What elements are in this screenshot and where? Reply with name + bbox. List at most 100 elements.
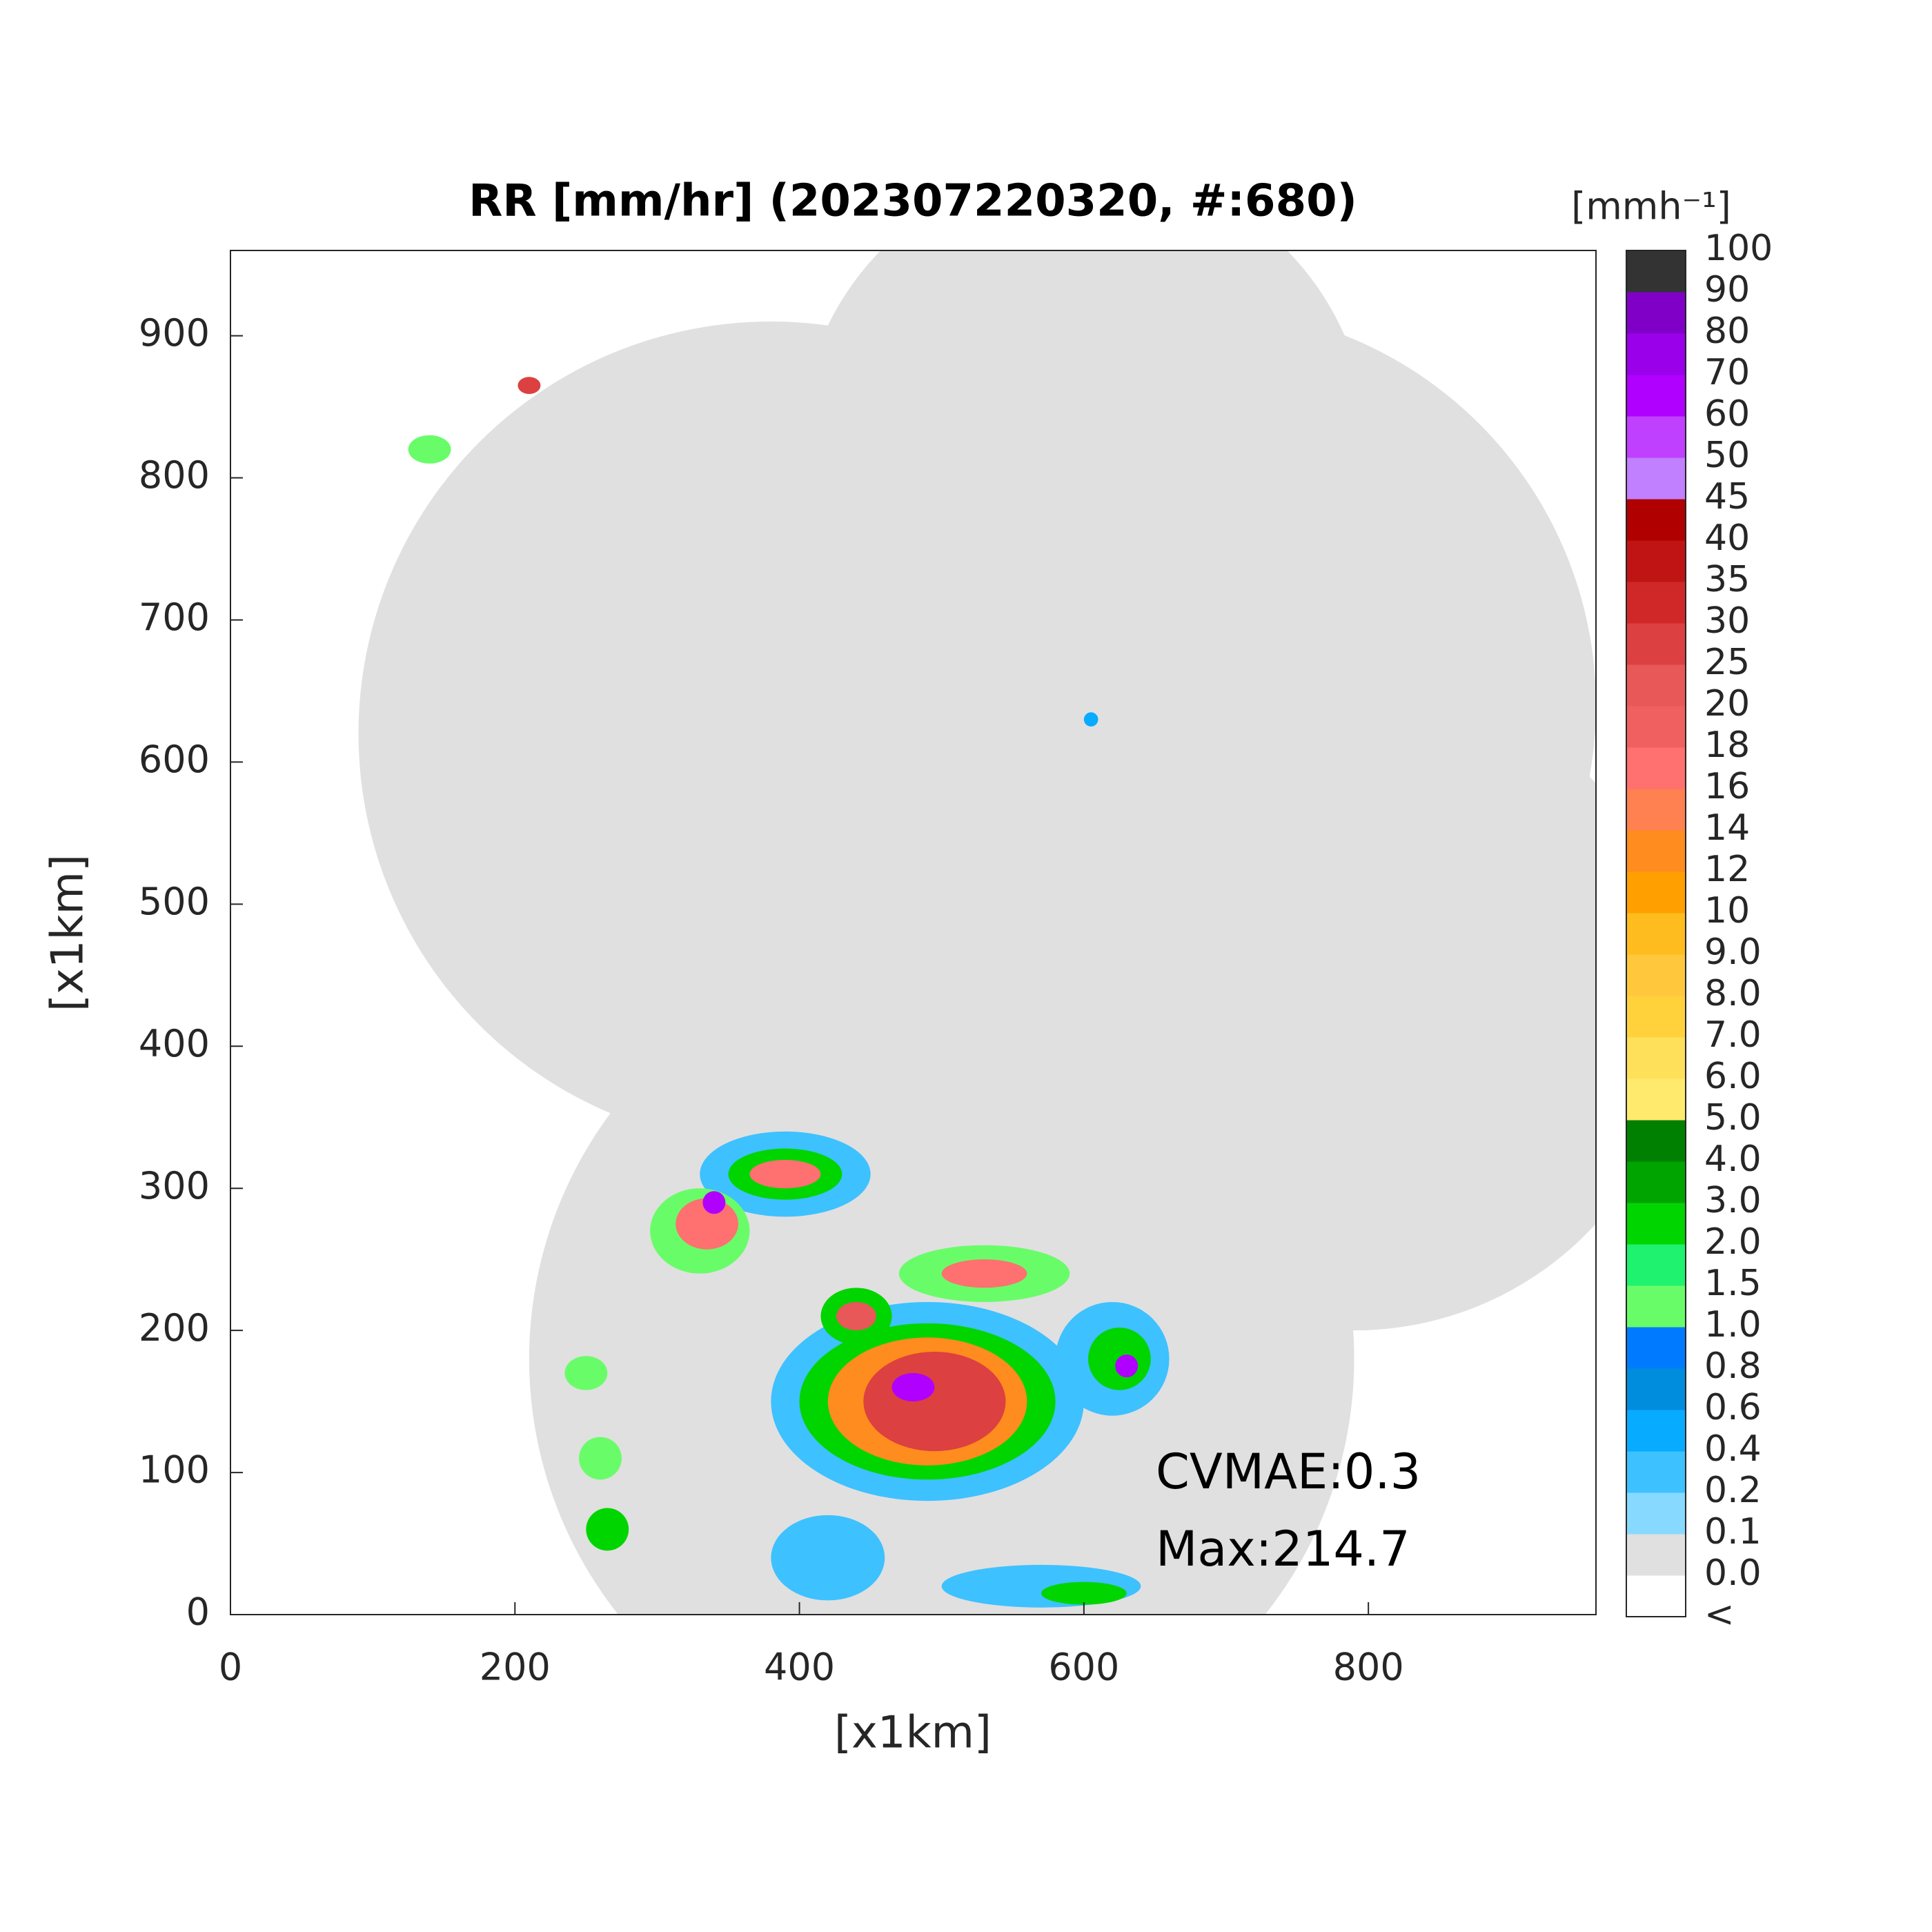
colorbar-swatch (1626, 1451, 1686, 1493)
colorbar-label: 18 (1704, 724, 1750, 766)
y-axis-label: [x1km] (43, 854, 94, 1012)
y-tick-label: 100 (139, 1448, 210, 1492)
colorbar-swatch (1626, 292, 1686, 334)
colorbar-label: 100 (1704, 228, 1773, 269)
colorbar-swatch (1626, 1492, 1686, 1535)
colorbar-label: 14 (1704, 807, 1750, 849)
colorbar-swatch (1626, 416, 1686, 458)
colorbar-swatch (1626, 1368, 1686, 1410)
colorbar-swatch (1626, 540, 1686, 582)
colorbar-swatch (1626, 913, 1686, 955)
precip-area (1083, 712, 1098, 727)
colorbar-label: 80 (1704, 310, 1750, 352)
colorbar-swatch (1626, 1534, 1686, 1576)
colorbar-label: 0.0 (1704, 1552, 1762, 1594)
y-tick-label: 700 (139, 595, 210, 639)
colorbar-label: 40 (1704, 518, 1750, 559)
colorbar-swatch (1626, 499, 1686, 541)
x-tick-label: 200 (480, 1646, 551, 1689)
radar-coverage (1027, 676, 1596, 1330)
precip-area (586, 1508, 629, 1551)
y-tick-label: 500 (139, 880, 210, 923)
colorbar-swatch (1626, 1244, 1686, 1286)
colorbar-label: 7.0 (1704, 1014, 1762, 1056)
colorbar-label: 70 (1704, 352, 1750, 393)
colorbar-swatch (1626, 1120, 1686, 1162)
y-tick-label: 900 (139, 311, 210, 355)
x-tick-label: 600 (1048, 1646, 1119, 1689)
colorbar-swatch (1626, 954, 1686, 996)
plot-frame (230, 250, 1597, 1615)
colorbar-label: 5.0 (1704, 1097, 1762, 1138)
colorbar-swatch (1626, 582, 1686, 624)
colorbar-title: [mmh⁻¹] (1571, 185, 1731, 228)
colorbar-label: 45 (1704, 476, 1750, 518)
colorbar-label: 8.0 (1704, 973, 1762, 1014)
colorbar-swatch (1626, 789, 1686, 831)
y-tick-label: 0 (186, 1590, 210, 1634)
colorbar-label: 10 (1704, 890, 1750, 931)
colorbar-label: 12 (1704, 849, 1750, 890)
precip-area (676, 1198, 738, 1250)
colorbar-swatch (1626, 1285, 1686, 1328)
colorbar-swatch (1626, 747, 1686, 789)
colorbar-swatch (1626, 1327, 1686, 1369)
colorbar-swatch (1626, 333, 1686, 375)
colorbar-swatch (1626, 457, 1686, 500)
colorbar-label: 3.0 (1704, 1180, 1762, 1221)
annotation: CVMAE:0.3 (1156, 1443, 1421, 1500)
precip-area (408, 435, 451, 464)
colorbar-swatch (1626, 1203, 1686, 1245)
x-tick-label: 0 (219, 1646, 242, 1689)
x-tick-label: 400 (764, 1646, 835, 1689)
colorbar-label: 35 (1704, 559, 1750, 600)
colorbar-label: 16 (1704, 766, 1750, 807)
precip-area (863, 1352, 1006, 1452)
y-tick-label: 200 (139, 1306, 210, 1350)
colorbar-label: 1.5 (1704, 1263, 1762, 1304)
colorbar-label: 50 (1704, 435, 1750, 476)
colorbar-swatch (1626, 830, 1686, 872)
colorbar-swatch (1626, 1037, 1686, 1079)
colorbar-label: 20 (1704, 683, 1750, 724)
colorbar-label: 0.6 (1704, 1387, 1762, 1428)
y-tick-label: 600 (139, 738, 210, 781)
colorbar-swatch (1626, 623, 1686, 665)
precip-area (749, 1160, 821, 1189)
y-tick-label: 300 (139, 1164, 210, 1208)
colorbar-label: 0.1 (1704, 1511, 1762, 1552)
precip-area (1115, 1354, 1138, 1378)
chart-title: RR [mm/hr] (202307220320, #:680) (469, 176, 1357, 227)
radar-coverage (799, 250, 1369, 734)
colorbar-swatch (1626, 1575, 1686, 1617)
y-tick-label: 800 (139, 453, 210, 497)
annotation: Max:214.7 (1156, 1521, 1410, 1577)
colorbar-swatch (1626, 706, 1686, 748)
colorbar-swatch (1626, 871, 1686, 914)
colorbar-swatch (1626, 664, 1686, 707)
colorbar-label: < (1704, 1594, 1735, 1635)
colorbar-label: 30 (1704, 600, 1750, 642)
precip-area (702, 1191, 726, 1214)
precip-area (518, 377, 541, 394)
colorbar-swatch (1626, 1161, 1686, 1203)
colorbar-frame (1626, 250, 1686, 1617)
colorbar-label: 6.0 (1704, 1056, 1762, 1097)
colorbar-label: 1.0 (1704, 1304, 1762, 1346)
colorbar-label: 25 (1704, 642, 1750, 683)
colorbar-label: 4.0 (1704, 1138, 1762, 1180)
precip-area (771, 1515, 885, 1601)
colorbar-label: 9.0 (1704, 931, 1762, 973)
colorbar-label: 2.0 (1704, 1221, 1762, 1263)
precip-area (941, 1259, 1027, 1288)
x-tick-label: 800 (1333, 1646, 1404, 1689)
x-axis-label: [x1km] (834, 1708, 992, 1759)
colorbar-label: 0.2 (1704, 1470, 1762, 1511)
colorbar-swatch (1626, 375, 1686, 417)
colorbar-label: 90 (1704, 269, 1750, 310)
colorbar-label: 0.8 (1704, 1346, 1762, 1387)
precip-area (891, 1372, 935, 1402)
radar-field (358, 250, 1596, 1615)
colorbar-label: 0.4 (1704, 1428, 1762, 1470)
